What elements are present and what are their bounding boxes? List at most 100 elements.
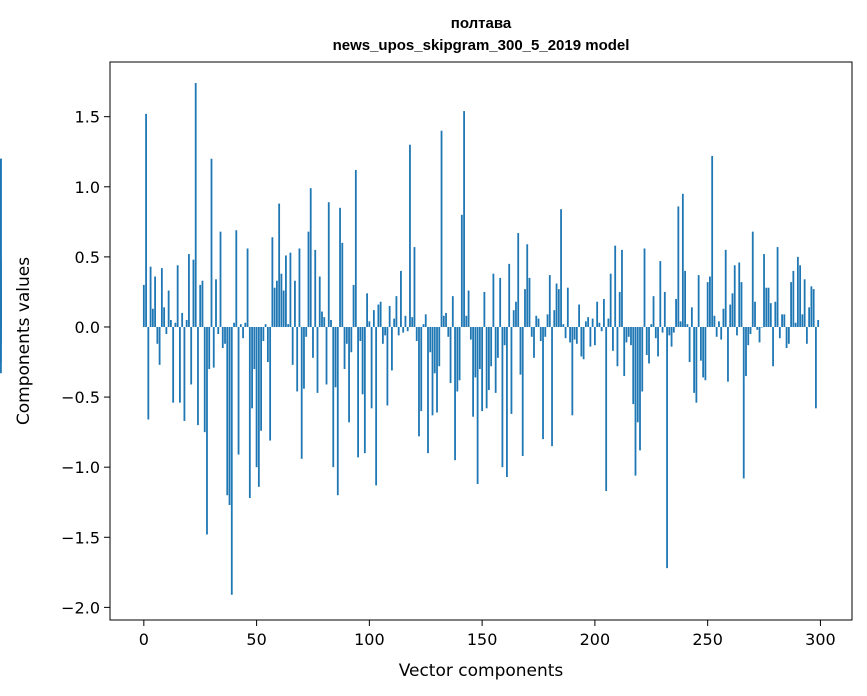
bar-255 — [718, 321, 720, 327]
bar-277 — [767, 287, 770, 327]
bar-17 — [181, 312, 184, 327]
bar-214 — [625, 326, 628, 343]
bar-55 — [266, 326, 269, 363]
bar-153 — [487, 326, 490, 391]
bar-160 — [503, 326, 506, 346]
bar-101 — [370, 326, 373, 409]
bar-170 — [526, 244, 529, 327]
bar-230 — [661, 326, 664, 333]
bar-46 — [246, 248, 249, 327]
bar-168 — [521, 326, 524, 456]
bar-201 — [596, 301, 599, 327]
bar-216 — [630, 326, 632, 346]
bar-222 — [643, 248, 646, 327]
bar-98 — [363, 326, 366, 454]
x-axis-ticks: 0 50 100 150 200 250 300 — [139, 620, 836, 649]
bar-96 — [359, 326, 362, 341]
bar-63 — [285, 255, 287, 327]
bar-194 — [580, 326, 583, 357]
bar-21 — [190, 326, 193, 385]
bar-62 — [282, 290, 285, 327]
bar-118 — [409, 144, 411, 327]
bar-203 — [600, 326, 603, 332]
bar-241 — [686, 324, 689, 327]
bar-76 — [314, 249, 317, 327]
bar-205 — [605, 326, 608, 492]
bar-37 — [226, 326, 229, 496]
bar-297 — [812, 289, 815, 327]
bar-229 — [659, 261, 662, 327]
bar-189 — [569, 326, 571, 343]
bar-227 — [654, 326, 657, 339]
bar-123 — [420, 326, 423, 412]
bar-128 — [431, 326, 434, 416]
bar-215 — [627, 326, 630, 337]
bar-94 — [354, 169, 357, 327]
bar-245 — [695, 326, 698, 403]
bar-121 — [415, 326, 418, 341]
bar-211 — [618, 291, 621, 327]
bar-73 — [307, 231, 310, 327]
bar-undefined — [0, 158, 2, 327]
bar-45 — [244, 322, 247, 327]
bar-112 — [395, 296, 398, 327]
bar-265 — [740, 282, 743, 327]
bar-18 — [183, 326, 186, 421]
bar-161 — [506, 326, 508, 477]
y-tick-label: −1.0 — [61, 458, 100, 477]
bar-53 — [262, 326, 265, 341]
chart-subtitle: news_upos_skipgram_300_5_2019 model — [333, 37, 630, 54]
bar-56 — [269, 326, 272, 441]
bar-172 — [530, 326, 533, 337]
bar-238 — [679, 321, 682, 327]
bar-138 — [454, 326, 456, 461]
bar-213 — [623, 326, 626, 377]
bar-285 — [785, 326, 788, 349]
bar-289 — [794, 322, 797, 327]
bar-137 — [451, 296, 454, 327]
x-tick-label: 50 — [246, 630, 266, 649]
bar-183 — [555, 283, 558, 327]
bar-104 — [377, 304, 380, 327]
bar-5 — [154, 276, 156, 327]
bar-281 — [776, 247, 779, 327]
bar-182 — [553, 310, 556, 327]
bar-79 — [321, 311, 323, 327]
bar-7 — [158, 326, 161, 365]
bar-60 — [278, 203, 281, 327]
bar-93 — [352, 284, 355, 327]
bar-15 — [176, 265, 179, 327]
bar-266 — [742, 326, 745, 479]
bar-184 — [557, 289, 560, 327]
bar-6 — [156, 326, 159, 344]
bar-23 — [194, 83, 197, 327]
bar-126 — [427, 326, 429, 454]
bar-269 — [749, 326, 752, 334]
bar-107 — [384, 326, 387, 336]
bar-35 — [221, 326, 224, 349]
bar-284 — [783, 314, 786, 327]
bar-248 — [702, 326, 705, 378]
bar-111 — [393, 318, 396, 327]
bar-233 — [668, 326, 671, 336]
y-tick-label: −2.0 — [61, 598, 100, 617]
bar-197 — [587, 317, 590, 327]
bar-24 — [197, 326, 199, 426]
bar-38 — [228, 326, 231, 506]
bar-134 — [445, 312, 447, 327]
bar-106 — [381, 326, 384, 344]
bar-113 — [397, 326, 400, 336]
bar-288 — [792, 270, 795, 327]
bar-140 — [458, 326, 461, 381]
bar-67 — [294, 280, 296, 327]
bar-256 — [720, 326, 723, 340]
bar-71 — [303, 326, 305, 389]
bar-209 — [614, 245, 617, 327]
bar-146 — [472, 326, 474, 417]
bar-57 — [271, 237, 274, 327]
bar-95 — [357, 326, 359, 458]
bar-253 — [713, 315, 716, 327]
bar-77 — [316, 326, 319, 393]
bar-176 — [539, 326, 542, 341]
